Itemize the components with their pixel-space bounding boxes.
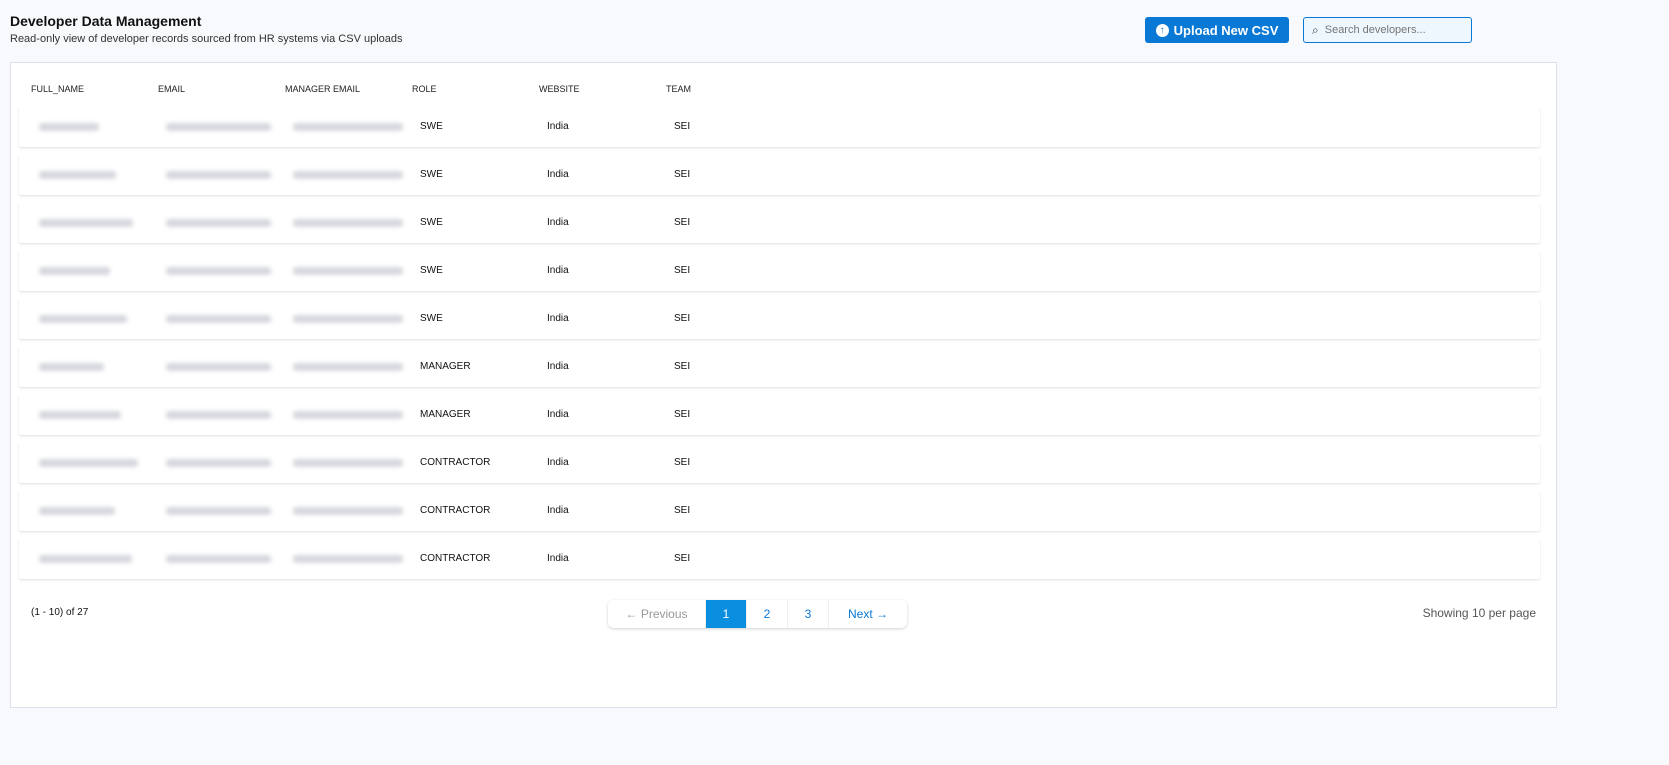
page-2-button[interactable]: 2 — [747, 600, 788, 628]
website-cell: India — [547, 505, 569, 516]
table-row[interactable]: MANAGER India SEI — [19, 347, 1540, 387]
website-cell: India — [547, 313, 569, 324]
upload-csv-button[interactable]: ↑ Upload New CSV — [1145, 17, 1289, 43]
blurred-name — [39, 219, 133, 227]
blurred-email — [166, 363, 271, 371]
blurred-name — [39, 267, 110, 275]
role-cell: CONTRACTOR — [420, 505, 491, 516]
website-cell: India — [547, 553, 569, 564]
per-page-label: Showing 10 per page — [1422, 606, 1536, 620]
blurred-manager-email — [293, 171, 403, 179]
table-row[interactable]: CONTRACTOR India SEI — [19, 443, 1540, 483]
role-cell: MANAGER — [420, 361, 471, 372]
website-cell: India — [547, 217, 569, 228]
team-cell: SEI — [674, 361, 691, 372]
team-cell: SEI — [674, 553, 691, 564]
role-cell: SWE — [420, 169, 443, 180]
table-row[interactable]: CONTRACTOR India SEI — [19, 539, 1540, 579]
blurred-manager-email — [293, 411, 403, 419]
table-row[interactable]: SWE India SEI — [19, 251, 1540, 291]
blurred-manager-email — [293, 219, 403, 227]
col-email[interactable]: EMAIL — [158, 84, 186, 94]
search-input[interactable] — [1324, 24, 1455, 36]
role-cell: MANAGER — [420, 409, 471, 420]
blurred-email — [166, 315, 271, 323]
next-button[interactable]: Next → — [847, 607, 888, 621]
team-cell: SEI — [674, 121, 691, 132]
table-row[interactable]: MANAGER India SEI — [19, 395, 1540, 435]
blurred-email — [166, 555, 271, 563]
blurred-manager-email — [293, 459, 403, 467]
blurred-name — [39, 123, 99, 131]
upload-label: Upload New CSV — [1173, 22, 1279, 38]
col-manager-email[interactable]: MANAGER EMAIL — [285, 84, 361, 94]
blurred-name — [39, 411, 121, 419]
developer-table: FULL_NAME EMAIL MANAGER EMAIL ROLE WEBSI… — [10, 62, 1557, 708]
website-cell: India — [547, 265, 569, 276]
table-row[interactable]: CONTRACTOR India SEI — [19, 491, 1540, 531]
role-cell: CONTRACTOR — [420, 553, 491, 564]
page-1-button[interactable]: 1 — [706, 600, 747, 628]
team-cell: SEI — [674, 457, 691, 468]
blurred-name — [39, 507, 115, 515]
table-row[interactable]: SWE India SEI — [19, 107, 1540, 147]
blurred-name — [39, 171, 116, 179]
col-website[interactable]: WEBSITE — [539, 84, 580, 94]
col-team[interactable]: TEAM — [666, 84, 692, 94]
website-cell: India — [547, 457, 569, 468]
col-role[interactable]: ROLE — [412, 84, 437, 94]
blurred-manager-email — [293, 315, 403, 323]
blurred-email — [166, 219, 271, 227]
role-cell: CONTRACTOR — [420, 457, 491, 468]
role-cell: SWE — [420, 265, 443, 276]
website-cell: India — [547, 409, 569, 420]
team-cell: SEI — [674, 505, 691, 516]
website-cell: India — [547, 121, 569, 132]
search-icon: ⌕ — [1312, 22, 1319, 37]
website-cell: India — [547, 169, 569, 180]
page-title: Developer Data Management — [10, 13, 202, 29]
blurred-email — [166, 123, 271, 131]
blurred-name — [39, 555, 132, 563]
blurred-manager-email — [293, 507, 403, 515]
team-cell: SEI — [674, 169, 691, 180]
table-row[interactable]: SWE India SEI — [19, 299, 1540, 339]
blurred-manager-email — [293, 123, 403, 131]
blurred-email — [166, 411, 271, 419]
blurred-manager-email — [293, 363, 403, 371]
role-cell: SWE — [420, 217, 443, 228]
page-subtitle: Read-only view of developer records sour… — [10, 33, 403, 45]
role-cell: SWE — [420, 121, 443, 132]
team-cell: SEI — [674, 409, 691, 420]
blurred-name — [39, 459, 138, 467]
page-3-button[interactable]: 3 — [788, 600, 829, 628]
pagination: ← Previous 1 2 3 Next → — [608, 600, 907, 628]
blurred-manager-email — [293, 555, 403, 563]
team-cell: SEI — [674, 265, 691, 276]
upload-icon: ↑ — [1155, 23, 1169, 37]
blurred-name — [39, 363, 104, 371]
record-count: (1 - 10) of 27 — [31, 607, 89, 618]
website-cell: India — [547, 361, 569, 372]
blurred-email — [166, 507, 271, 515]
team-cell: SEI — [674, 217, 691, 228]
team-cell: SEI — [674, 313, 691, 324]
col-full-name[interactable]: FULL_NAME — [31, 84, 85, 94]
search-box[interactable]: ⌕ — [1303, 17, 1472, 43]
blurred-email — [166, 267, 271, 275]
blurred-name — [39, 315, 127, 323]
role-cell: SWE — [420, 313, 443, 324]
blurred-email — [166, 171, 271, 179]
previous-button[interactable]: ← Previous — [608, 600, 706, 628]
blurred-manager-email — [293, 267, 403, 275]
table-row[interactable]: SWE India SEI — [19, 155, 1540, 195]
table-row[interactable]: SWE India SEI — [19, 203, 1540, 243]
blurred-email — [166, 459, 271, 467]
